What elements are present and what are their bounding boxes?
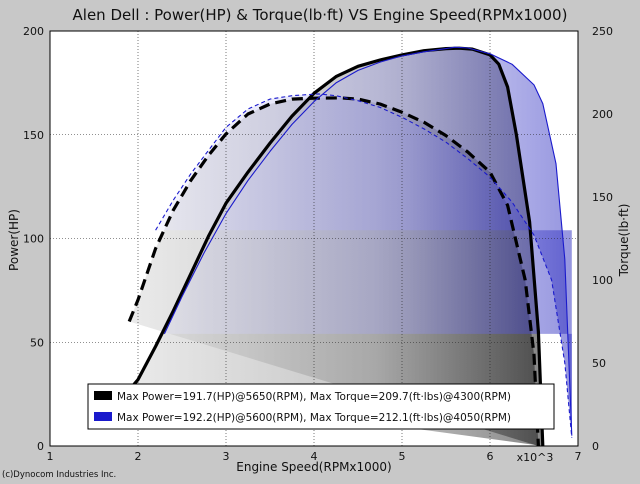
- x-tick-label: 2: [135, 450, 142, 463]
- y-right-tick-label: 200: [592, 108, 613, 121]
- y-axis-left-label: Power(HP): [7, 209, 21, 271]
- y-left-tick-label: 0: [37, 440, 44, 453]
- x-axis-label: Engine Speed(RPMx1000): [236, 460, 392, 474]
- y-left-tick-label: 200: [23, 25, 44, 38]
- legend-entry-run1: Max Power=191.7(HP)@5650(RPM), Max Torqu…: [117, 391, 511, 403]
- y-left-tick-label: 50: [30, 336, 44, 349]
- y-right-tick-label: 150: [592, 191, 613, 204]
- x-tick-label: 5: [399, 450, 406, 463]
- y-axis-right-label: Torque(lb·ft): [617, 204, 631, 278]
- series-line-power-run2: [163, 46, 573, 436]
- series-fill-left-run2: [164, 47, 572, 436]
- y-left-tick-label: 150: [23, 129, 44, 142]
- x-tick-label: 6: [487, 450, 494, 463]
- y-left-tick-label: 100: [23, 233, 44, 246]
- copyright-text: (c)Dynocom Industries Inc.: [2, 470, 116, 480]
- legend-box: [87, 383, 555, 430]
- chart-title: Alen Dell : Power(HP) & Torque(lb·ft) VS…: [73, 6, 568, 24]
- x-tick-label: 1: [47, 450, 54, 463]
- legend-swatch-run1: [94, 391, 112, 400]
- y-right-tick-label: 0: [592, 440, 599, 453]
- legend: Max Power=191.7(HP)@5650(RPM), Max Torqu…: [87, 383, 555, 430]
- y-right-tick-label: 250: [592, 25, 613, 38]
- x-axis-multiplier: x10^3: [517, 451, 554, 464]
- x-tick-label: 3: [223, 450, 230, 463]
- legend-swatch-run2: [94, 412, 112, 421]
- y-right-tick-label: 100: [592, 274, 613, 287]
- x-tick-label: 7: [575, 450, 582, 463]
- x-tick-label: 4: [311, 450, 318, 463]
- series-line-power-run1: [127, 46, 545, 447]
- series-fill-right-run2: [155, 93, 572, 438]
- y-right-tick-label: 50: [592, 357, 606, 370]
- legend-entry-run2: Max Power=192.2(HP)@5600(RPM), Max Torqu…: [117, 412, 511, 424]
